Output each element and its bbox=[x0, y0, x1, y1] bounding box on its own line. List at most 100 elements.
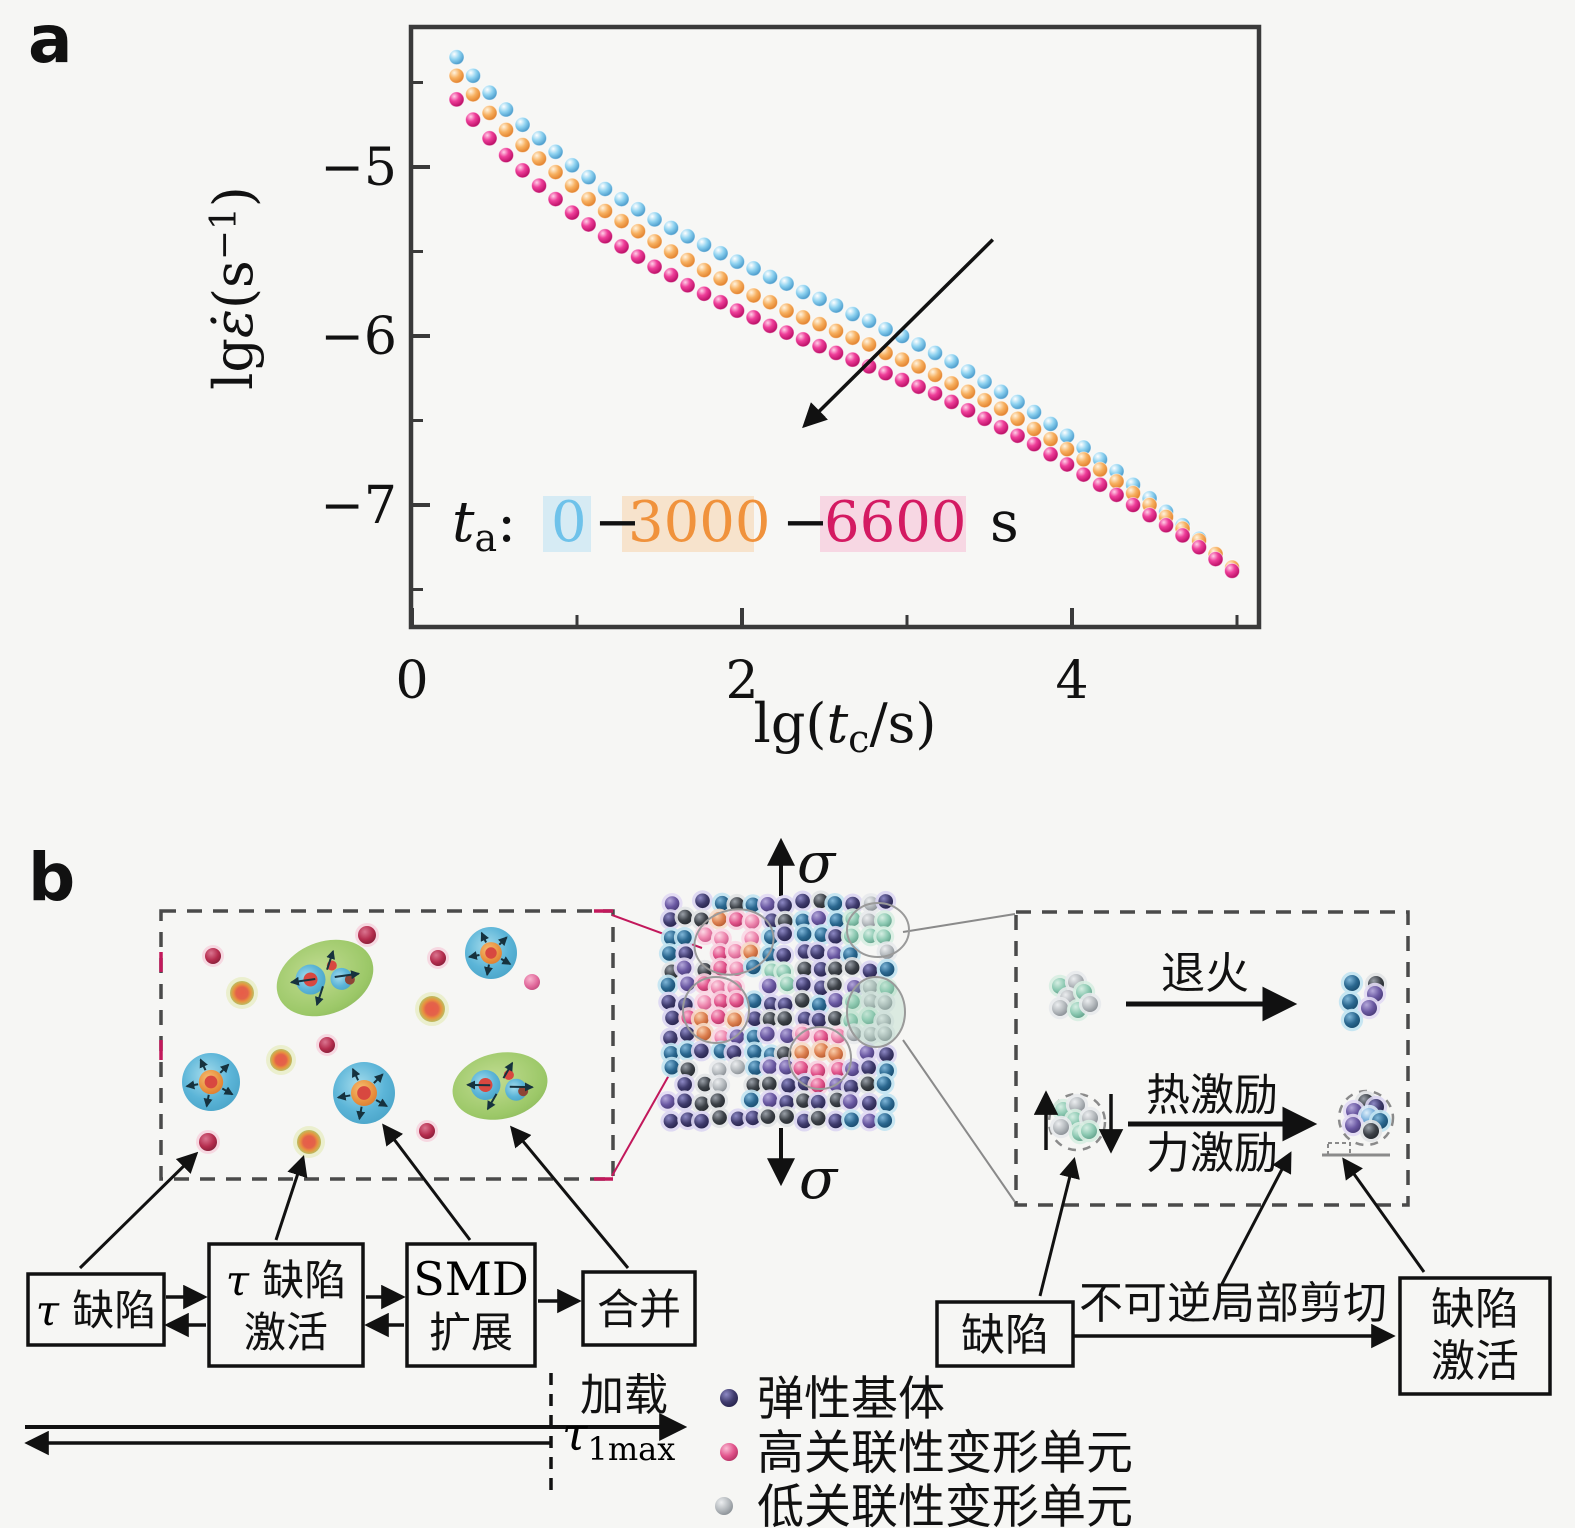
cluster-excited-before bbox=[1047, 1092, 1107, 1152]
cluster-atom bbox=[1052, 1000, 1068, 1016]
data-point bbox=[663, 243, 680, 260]
data-point bbox=[861, 358, 878, 375]
legend-highlight-2 bbox=[622, 496, 754, 552]
matrix-atom bbox=[827, 977, 842, 993]
matrix-atom bbox=[877, 1026, 893, 1041]
matrix-atom bbox=[744, 914, 760, 929]
cluster-atom bbox=[1082, 996, 1098, 1012]
tau1max-label: τ1max bbox=[562, 1407, 675, 1468]
matrix-atom bbox=[780, 1028, 795, 1044]
matrix-atom bbox=[794, 993, 810, 1008]
atom-type-legend: 弹性基体 高关联性变形单元 低关联性变形单元 bbox=[715, 1372, 1133, 1528]
data-point bbox=[613, 213, 630, 230]
data-point bbox=[910, 358, 927, 375]
x-axis-label: lg(tc/s) bbox=[754, 692, 937, 761]
data-point bbox=[828, 344, 845, 361]
panel-a-label: a bbox=[28, 1, 73, 78]
panel-a-chart: a −5 −6 −7 0 2 4 lgε̇(s−1) lg(tc/s) ta: 0 − 3… bbox=[28, 1, 1262, 761]
data-point bbox=[597, 202, 614, 219]
smd-core bbox=[204, 1075, 218, 1089]
matrix-atom bbox=[663, 1030, 678, 1046]
matrix-atom bbox=[711, 1062, 727, 1078]
data-point bbox=[1207, 551, 1224, 568]
matrix-atom bbox=[831, 1061, 846, 1077]
data-point bbox=[531, 177, 548, 194]
chart-legend: ta: 0 − 3000 − 6600 s bbox=[452, 490, 1019, 560]
data-point bbox=[811, 338, 828, 355]
matrix-atom bbox=[697, 927, 713, 942]
matrix-atom bbox=[697, 1076, 713, 1092]
matrix-atom bbox=[810, 944, 825, 960]
data-point bbox=[613, 191, 630, 208]
data-point bbox=[828, 297, 845, 314]
data-point bbox=[696, 262, 713, 279]
data-point bbox=[844, 306, 861, 323]
matrix-atom bbox=[743, 1092, 759, 1108]
matrix-atom bbox=[730, 1059, 745, 1075]
matrix-atom bbox=[712, 1077, 728, 1093]
data-point bbox=[465, 111, 482, 128]
matrix-atom bbox=[796, 926, 812, 942]
expansion-arrow bbox=[486, 1093, 498, 1111]
item-pointer-arrows bbox=[78, 1123, 630, 1270]
expansion-arrow bbox=[315, 985, 324, 1007]
data-point bbox=[481, 84, 498, 101]
matrix-atom bbox=[828, 929, 843, 944]
left-box-items bbox=[182, 923, 548, 1158]
data-point bbox=[729, 253, 746, 270]
matrix-atom bbox=[680, 976, 695, 992]
data-point bbox=[514, 137, 531, 154]
cluster-atom bbox=[1344, 1012, 1360, 1028]
cluster-atom bbox=[1344, 975, 1360, 991]
data-point bbox=[1026, 404, 1043, 421]
matrix-atom bbox=[862, 1095, 877, 1111]
data-point bbox=[894, 351, 911, 368]
matrix-atom bbox=[761, 1076, 777, 1092]
amorphous-atom-block bbox=[657, 890, 898, 1132]
data-point bbox=[993, 400, 1010, 417]
data-point bbox=[448, 67, 465, 84]
tau-defect-dot bbox=[205, 948, 221, 964]
data-point bbox=[696, 285, 713, 302]
defect-box-label: 缺陷 bbox=[961, 1310, 1049, 1361]
data-point bbox=[943, 393, 960, 410]
data-point bbox=[1026, 420, 1043, 437]
sigma-bottom-label: σ bbox=[799, 1147, 839, 1212]
tau-defect-label: τ 缺陷 bbox=[36, 1286, 157, 1335]
data-point bbox=[844, 329, 861, 346]
data-point bbox=[1042, 446, 1059, 463]
data-point bbox=[1174, 527, 1191, 544]
matrix-atom bbox=[746, 993, 762, 1009]
data-point bbox=[1059, 427, 1076, 444]
data-point bbox=[1009, 410, 1026, 427]
data-point bbox=[1042, 415, 1059, 432]
data-point bbox=[1224, 562, 1241, 579]
matrix-atom bbox=[842, 1094, 858, 1109]
matrix-atom bbox=[762, 1059, 778, 1075]
aging-trend-arrow bbox=[802, 238, 995, 429]
data-point bbox=[960, 383, 977, 400]
matrix-atom bbox=[779, 1095, 794, 1110]
matrix-atom bbox=[759, 1026, 775, 1042]
data-point bbox=[564, 157, 581, 174]
data-point bbox=[729, 302, 746, 319]
matrix-atom bbox=[862, 1113, 877, 1129]
data-point bbox=[729, 278, 746, 295]
y-tick-label: −7 bbox=[320, 476, 397, 536]
data-point bbox=[564, 204, 581, 221]
matrix-atom bbox=[810, 1094, 826, 1110]
data-point bbox=[597, 180, 614, 197]
matrix-atom bbox=[726, 1045, 742, 1060]
matrix-atom bbox=[862, 963, 878, 979]
expansion-arrow bbox=[289, 976, 316, 986]
data-point bbox=[1191, 539, 1208, 556]
expansion-arrow bbox=[467, 951, 480, 960]
expansion-arrow bbox=[373, 1073, 384, 1084]
matrix-atom bbox=[844, 1112, 859, 1128]
data-point bbox=[547, 164, 564, 181]
tau-defect-activation-line1: τ 缺陷 bbox=[226, 1256, 347, 1305]
matrix-atom bbox=[878, 894, 894, 909]
data-point bbox=[597, 228, 614, 245]
